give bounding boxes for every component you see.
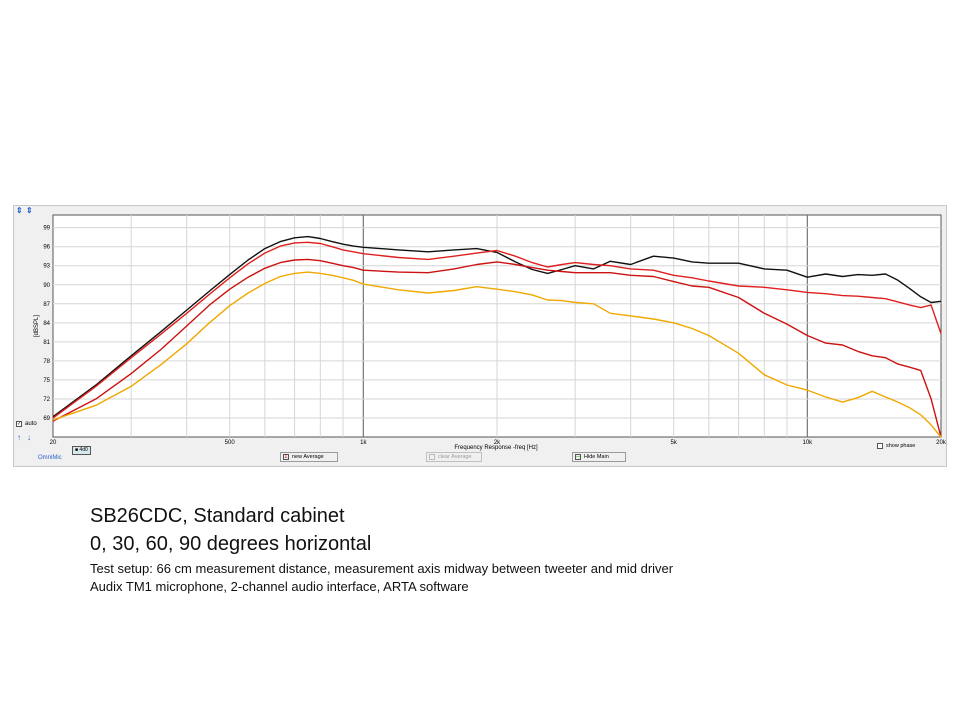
x-tick-label: 500 bbox=[225, 440, 236, 446]
y-tick-label: 90 bbox=[43, 283, 50, 289]
series-line-2 bbox=[52, 241, 942, 419]
auto-label: auto bbox=[25, 421, 37, 427]
series-line-4 bbox=[52, 271, 942, 438]
y-tick-label: 81 bbox=[43, 340, 50, 346]
y-tick-label: 99 bbox=[43, 226, 50, 232]
new-average-label: new Average bbox=[292, 454, 324, 460]
clear-average-label: clear Average bbox=[438, 454, 472, 460]
y-tick-label: 72 bbox=[43, 397, 50, 403]
hide-main-button[interactable]: — Hide Main bbox=[572, 452, 626, 462]
caption-title: SB26CDC, Standard cabinet bbox=[90, 505, 345, 527]
y-tick-label: 78 bbox=[43, 359, 50, 365]
scale-up-arrows-icon[interactable]: ⇕ bbox=[16, 206, 23, 215]
x-tick-label: 1k bbox=[360, 440, 367, 446]
x-edge-label-max: 20k bbox=[936, 440, 947, 446]
show-phase-label: show phase bbox=[886, 443, 916, 449]
caption-subtitle: 0, 30, 60, 90 degrees horizontal bbox=[90, 533, 372, 555]
y-tick-label: 69 bbox=[43, 416, 50, 422]
clear-average-button[interactable]: clear Average bbox=[426, 452, 482, 462]
clear-icon bbox=[429, 454, 435, 460]
new-average-button[interactable]: Σ new Average bbox=[280, 452, 338, 462]
series-lines bbox=[52, 235, 942, 438]
series-line-1 bbox=[52, 235, 942, 418]
x-tick-label: 2k bbox=[494, 440, 501, 446]
hide-main-label: Hide Main bbox=[584, 454, 609, 460]
brand-label: OmniMic bbox=[38, 455, 62, 461]
x-edge-label-min: 20 bbox=[50, 440, 57, 446]
x-tick-label: 5k bbox=[671, 440, 678, 446]
y-tick-label: 96 bbox=[43, 245, 50, 251]
average-icon: Σ bbox=[283, 454, 289, 460]
legend-box[interactable]: ■ 4d0 bbox=[72, 446, 91, 455]
y-tick-label: 84 bbox=[43, 321, 50, 327]
caption-equipment-line: Audix TM1 microphone, 2-channel audio in… bbox=[90, 579, 469, 594]
scale-arrows-icon[interactable]: ⇕ bbox=[26, 206, 33, 215]
tick-labels: 69 72 75 78 81 84 87 90 93 96 99 500 1k 2k 5k 10k 20 20k bbox=[43, 226, 947, 446]
grid bbox=[53, 215, 941, 437]
arrow-down-icon[interactable]: ↓ bbox=[27, 433, 31, 442]
arrow-up-icon[interactable]: ↑ bbox=[17, 433, 21, 442]
hide-icon: — bbox=[575, 454, 581, 460]
auto-checkbox[interactable]: ✓ bbox=[16, 421, 22, 427]
caption-setup-line: Test setup: 66 cm measurement distance, … bbox=[90, 561, 674, 576]
y-tick-label: 87 bbox=[43, 302, 50, 308]
y-tick-label: 75 bbox=[43, 378, 50, 384]
x-tick-label: 10k bbox=[802, 440, 813, 446]
show-phase-checkbox[interactable] bbox=[877, 443, 883, 449]
y-axis-label: [dBSPL] bbox=[34, 315, 40, 337]
series-line-3 bbox=[52, 258, 942, 438]
caption: SB26CDC, Standard cabinet 0, 30, 60, 90 … bbox=[90, 503, 673, 596]
y-tick-label: 93 bbox=[43, 264, 50, 270]
x-axis-label: Frequency Response -freq [Hz] bbox=[454, 445, 538, 451]
